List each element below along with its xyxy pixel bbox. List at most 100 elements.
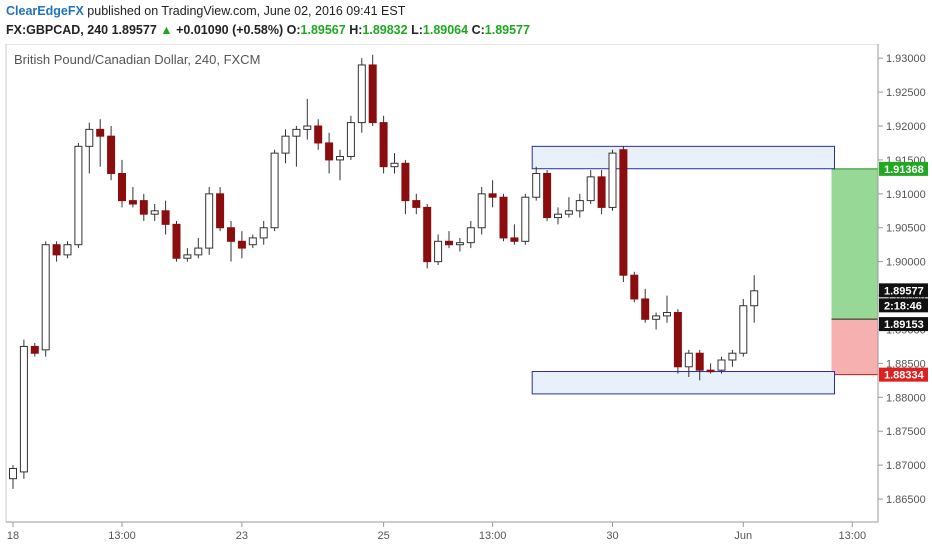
bear-candle: [368, 64, 377, 124]
chart-header: ClearEdgeFX published on TradingView.com…: [0, 0, 932, 44]
bull-candle: [19, 345, 28, 473]
bull-candle: [346, 122, 355, 158]
countdown-timer: 2:18:46: [884, 300, 922, 312]
bear-candle: [139, 200, 148, 215]
candlestick-chart[interactable]: 1.930001.925001.920001.915001.910001.905…: [0, 44, 932, 550]
bull-candle: [434, 240, 443, 263]
bull-candle: [63, 244, 72, 256]
time-tick-label: 18: [7, 530, 19, 542]
bull-candle: [554, 213, 562, 219]
bull-candle: [455, 242, 464, 246]
bear-candle: [641, 298, 650, 320]
up-arrow-icon: ▲: [160, 23, 173, 37]
bull-candle: [390, 162, 399, 168]
price-tick-label: 1.90500: [886, 223, 926, 235]
bear-candle: [445, 240, 453, 246]
bear-candle: [161, 210, 170, 225]
bull-candle: [205, 193, 214, 249]
close-label: C:: [471, 23, 485, 37]
bull-candle: [9, 468, 17, 480]
chart-title: British Pound/Canadian Dollar, 240, FXCM: [14, 52, 260, 67]
symbol-line: FX:GBPCAD, 240 1.89577 ▲ +0.01090 (+0.58…: [6, 23, 530, 37]
price-tick-label: 1.91000: [886, 189, 926, 201]
bear-candle: [488, 193, 497, 198]
bull-candle: [608, 152, 617, 208]
bull-candle: [739, 305, 748, 354]
price-badges: 1.91368 1.89577 2:18:46 1.89153 1.88334: [879, 161, 928, 382]
bull-candle: [477, 193, 486, 229]
bear-candle: [30, 345, 39, 354]
time-tick-label: 25: [377, 530, 389, 542]
bear-candle: [216, 193, 225, 229]
price-tick-label: 1.87000: [886, 460, 926, 472]
bull-candle: [336, 156, 344, 161]
target-price-badge-bg: [879, 161, 928, 176]
time-tick-label: 13:00: [479, 530, 507, 542]
bear-candle: [237, 240, 246, 249]
bull-candle: [663, 312, 671, 317]
bull-candle: [74, 145, 83, 246]
time-tick-label: 13:00: [839, 530, 867, 542]
bear-candle: [510, 237, 519, 242]
bull-candle: [684, 352, 693, 368]
bull-candle: [259, 227, 268, 239]
bear-candle: [227, 227, 235, 242]
price-tick-label: 1.86500: [886, 494, 926, 506]
bear-candle: [706, 369, 715, 373]
last-price-badge: 1.89577: [884, 285, 924, 297]
bear-candle: [619, 149, 628, 276]
bull-candle: [466, 227, 475, 244]
bull-candle: [532, 172, 541, 198]
bull-candle: [521, 196, 530, 242]
bear-candle: [379, 122, 388, 168]
open-label: O:: [286, 23, 301, 37]
bear-candle: [423, 206, 432, 263]
bear-candle: [673, 312, 682, 368]
bull-candle: [652, 315, 661, 320]
open-value: 1.89567: [300, 23, 346, 37]
author-link[interactable]: ClearEdgeFX: [6, 4, 84, 18]
bear-candle: [107, 135, 116, 174]
bull-candle: [717, 359, 726, 371]
high-label: H:: [349, 23, 363, 37]
price-tick-label: 1.92500: [886, 87, 926, 99]
high-value: 1.89832: [362, 23, 408, 37]
low-value: 1.89064: [422, 23, 469, 37]
bull-candle: [248, 237, 257, 246]
price-tick-label: 1.88000: [886, 392, 926, 404]
bull-candle: [270, 152, 279, 229]
stop-price-badge-bg: [879, 367, 928, 382]
price-axis[interactable]: 1.930001.925001.920001.915001.910001.905…: [878, 53, 926, 506]
bull-candle: [728, 352, 737, 361]
bear-candle: [499, 196, 508, 239]
last-price: 1.89577: [111, 23, 157, 37]
bull-candle: [586, 176, 595, 202]
low-label: L:: [411, 23, 423, 37]
bull-candle: [564, 210, 573, 215]
bear-candle: [695, 352, 704, 371]
bear-candle: [172, 223, 181, 259]
time-tick-label: Jun: [734, 530, 752, 542]
price-change: +0.01090 (+0.58%): [176, 23, 284, 37]
last-price-badge-bg: [879, 283, 928, 298]
bull-candle: [357, 64, 366, 124]
bear-candle: [597, 176, 606, 208]
countdown-bg: [879, 298, 928, 313]
bear-candle: [118, 172, 126, 202]
bear-candle: [96, 128, 105, 137]
target-price-badge: 1.91368: [884, 164, 924, 176]
bear-candle: [412, 200, 421, 208]
time-tick-label: 13:00: [108, 530, 136, 542]
bull-candle: [281, 135, 290, 154]
bull-candle: [303, 125, 312, 130]
bear-candle: [52, 244, 61, 256]
symbol-name[interactable]: FX:GBPCAD, 240: [6, 23, 109, 37]
time-tick-label: 23: [236, 530, 248, 542]
target-zone: [831, 168, 878, 320]
price-tick-label: 1.90000: [886, 257, 926, 269]
bull-candle: [750, 290, 759, 307]
supply-zone: [531, 145, 835, 170]
plot-area[interactable]: [5, 44, 879, 523]
bull-candle: [85, 128, 94, 147]
